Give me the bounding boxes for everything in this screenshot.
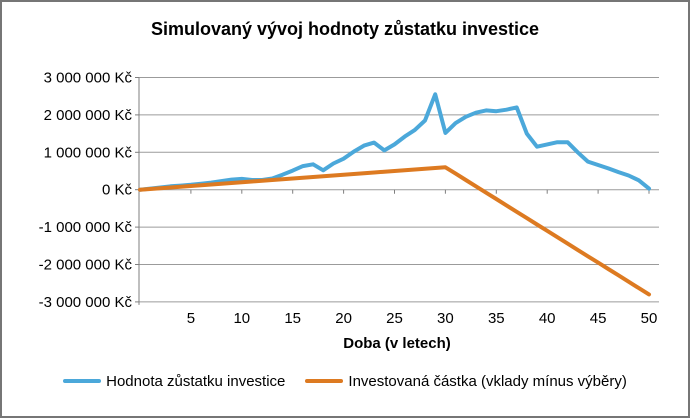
y-tick-label: -2 000 000 Kč xyxy=(39,257,133,274)
y-tick-label: -1 000 000 Kč xyxy=(39,219,133,236)
x-tick-label: 30 xyxy=(437,310,454,327)
plot-area: 3 000 000 Kč 2 000 000 Kč 1 000 000 Kč 0 Kč… xyxy=(39,70,659,327)
legend-item-balance: Hodnota zůstatku investice xyxy=(63,373,285,390)
legend-label-balance: Hodnota zůstatku investice xyxy=(106,372,286,390)
x-tick-label: 45 xyxy=(590,310,607,327)
y-tick-label: 3 000 000 Kč xyxy=(44,70,133,87)
x-tick-label: 35 xyxy=(488,310,505,327)
legend-item-invested: Investovaná částka (vklady mínus výběry) xyxy=(305,372,627,390)
x-tick-label: 50 xyxy=(641,310,658,327)
x-tick-label: 15 xyxy=(284,310,301,327)
legend: Hodnota zůstatku investice Investovaná č… xyxy=(2,366,688,396)
x-axis-title: Doba (v letech) xyxy=(343,335,451,352)
y-tick-label: 2 000 000 Kč xyxy=(44,107,133,124)
balance-line-swatch-icon xyxy=(63,379,102,383)
legend-label-invested: Investovaná částka (vklady mínus výběry) xyxy=(348,372,627,390)
series-line-1 xyxy=(138,165,651,297)
x-tick-label: 40 xyxy=(539,310,556,327)
invested-line-swatch-icon xyxy=(305,379,344,383)
y-tick-label: 0 Kč xyxy=(102,182,133,199)
chart-title: Simulovaný vývoj hodnoty zůstatku invest… xyxy=(150,19,540,39)
x-tick-label: 5 xyxy=(187,310,195,327)
x-tick-label: 20 xyxy=(335,310,352,327)
y-tick-label: -3 000 000 Kč xyxy=(39,294,133,311)
x-tick-label: 25 xyxy=(386,310,403,327)
x-tick-label: 10 xyxy=(233,310,250,327)
y-tick-label: 1 000 000 Kč xyxy=(44,144,133,161)
series-line-0 xyxy=(138,92,651,192)
